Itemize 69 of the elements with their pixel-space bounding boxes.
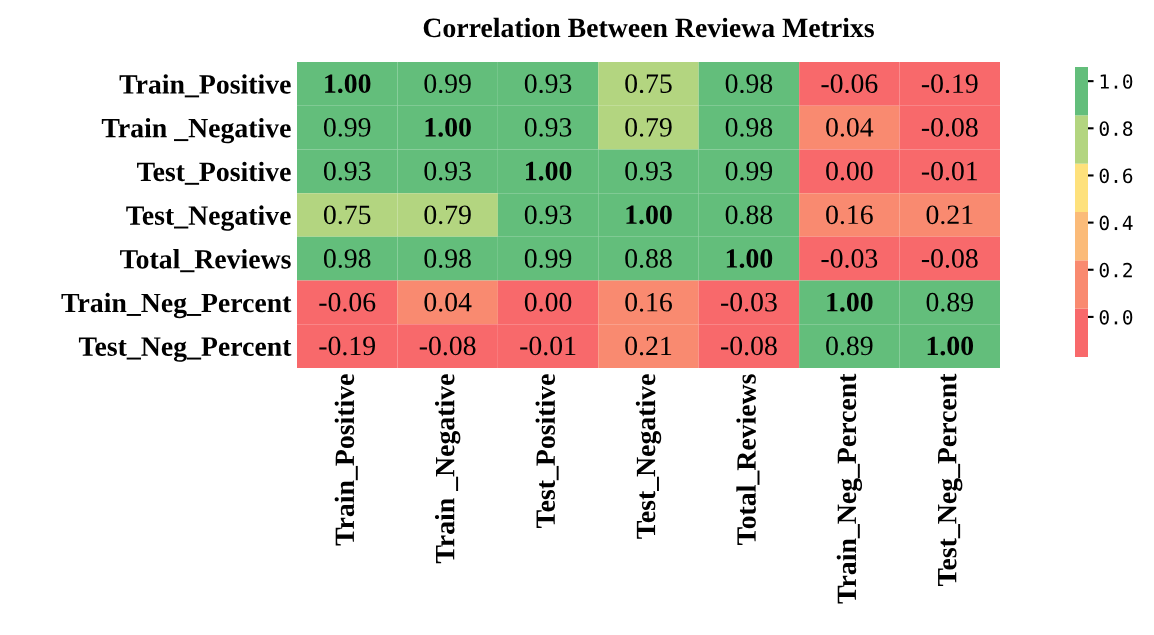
data-label: 0.79 — [424, 205, 471, 225]
data-label: -0.03 — [721, 292, 777, 312]
color-bar-label: 1.0 — [1100, 74, 1133, 89]
data-label: 1.00 — [425, 117, 471, 137]
data-label: 1.00 — [525, 161, 572, 181]
data-label: 0.88 — [625, 249, 672, 268]
data-label: -0.19 — [319, 336, 376, 356]
color-bar-label: 0.0 — [1099, 309, 1133, 325]
color-bar-label: 0.8 — [1099, 121, 1133, 137]
x-tick-label: Test_Negative — [635, 374, 662, 539]
data-label: 1.00 — [626, 205, 672, 225]
x-tick-label: Train_Neg_Percent — [836, 373, 863, 604]
y-tick-label: Train_Positive — [119, 74, 291, 98]
data-label: -0.01 — [921, 161, 978, 181]
data-label: -0.08 — [921, 249, 978, 268]
data-label: 0.04 — [424, 292, 472, 312]
chart-title: Correlation Between Reviewa Metrixs — [423, 17, 874, 38]
data-label: 0.21 — [926, 205, 973, 225]
color-bar-label: 0.6 — [1099, 168, 1133, 184]
x-tick-label: Train _Negative — [434, 374, 461, 564]
data-label: -0.06 — [821, 74, 878, 94]
data-label: 0.00 — [826, 161, 873, 181]
x-tick-label: Test_Neg_Percent — [938, 373, 963, 587]
data-label: 0.75 — [625, 74, 672, 94]
data-label: 0.16 — [625, 292, 672, 312]
y-tick-label: Train _Negative — [101, 117, 291, 144]
data-label: 0.98 — [424, 249, 471, 268]
data-label: -0.08 — [419, 336, 476, 356]
data-label: 0.00 — [524, 292, 572, 312]
data-label: 0.93 — [524, 74, 572, 94]
data-label: 0.93 — [424, 161, 471, 181]
data-label: -0.08 — [921, 117, 978, 137]
data-label: 1.00 — [325, 74, 371, 94]
data-label: 0.21 — [625, 336, 672, 356]
data-label: 0.04 — [826, 117, 874, 137]
data-label: -0.06 — [319, 292, 376, 312]
data-label: 0.98 — [725, 117, 773, 137]
color-bar-label: 0.2 — [1099, 262, 1132, 278]
y-tick-label: Total_Reviews — [120, 249, 291, 273]
data-label: 1.00 — [726, 249, 773, 268]
data-label: 1.00 — [827, 292, 873, 312]
data-label: 0.99 — [424, 74, 471, 94]
data-label: 0.93 — [524, 117, 572, 137]
data-label: 0.16 — [826, 205, 873, 225]
color-bar-label: 0.4 — [1099, 215, 1133, 231]
data-label: 0.89 — [826, 336, 873, 356]
data-label: -0.03 — [821, 249, 878, 268]
data-label: 0.75 — [323, 205, 371, 225]
data-label: 0.98 — [725, 74, 773, 94]
data-label: 0.88 — [725, 205, 773, 225]
data-label: 0.93 — [524, 205, 572, 225]
data-label: -0.19 — [921, 74, 978, 94]
data-label: 0.79 — [625, 117, 672, 137]
data-label: 1.00 — [927, 336, 974, 356]
data-label: 0.89 — [926, 292, 973, 312]
data-label: 0.99 — [524, 249, 572, 268]
y-tick-label: Test_Neg_Percent — [78, 337, 292, 362]
y-tick-label: Test_Negative — [126, 205, 291, 231]
data-label: 0.93 — [323, 161, 371, 181]
data-label: -0.08 — [721, 336, 777, 356]
x-tick-label: Test_Positive — [535, 374, 559, 528]
x-tick-label: Total_Reviews — [736, 374, 760, 545]
data-label: 0.93 — [625, 161, 672, 181]
y-tick-label: Train_Neg_Percent — [61, 292, 292, 319]
data-label: -0.01 — [520, 336, 576, 356]
data-label: 0.98 — [323, 249, 371, 268]
data-label: 0.99 — [725, 161, 773, 181]
data-label: 0.99 — [323, 117, 371, 137]
y-tick-label: Test_Positive — [137, 161, 291, 185]
